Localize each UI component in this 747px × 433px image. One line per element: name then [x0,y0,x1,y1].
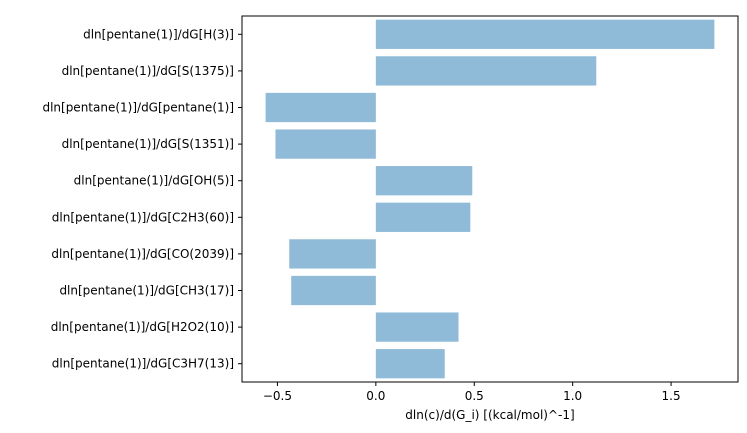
bar-3 [275,129,376,159]
x-tick-label-2: 0.5 [465,389,484,403]
y-tick-label-2: dln[pentane(1)]/dG[pentane(1)] [42,101,234,115]
bar-8 [375,312,459,342]
x-tick-label-1: 0.0 [366,389,385,403]
bar-6 [289,239,376,269]
y-tick-label-3: dln[pentane(1)]/dG[S(1351)] [62,137,234,151]
x-axis-label: dln(c)/d(G_i) [(kcal/mol)^-1] [405,408,574,422]
bars-group [265,19,715,379]
x-axis-ticks: −0.5 0.0 0.5 1.0 1.5 [263,382,681,403]
bar-2 [265,92,376,123]
bar-7 [291,275,376,306]
y-tick-label-0: dln[pentane(1)]/dG[H(3)] [83,27,234,41]
bar-5 [375,202,471,232]
y-tick-label-1: dln[pentane(1)]/dG[S(1375)] [62,64,234,78]
y-axis-ticks: dln[pentane(1)]/dG[H(3)] dln[pentane(1)]/… [42,27,242,371]
bar-9 [375,349,445,379]
bar-1 [375,56,597,86]
y-tick-label-8: dln[pentane(1)]/dG[H2O2(10)] [51,320,234,334]
y-tick-label-6: dln[pentane(1)]/dG[CO(2039)] [51,247,234,261]
plot-frame [241,15,739,383]
x-tick-label-0: −0.5 [263,389,292,403]
y-tick-label-4: dln[pentane(1)]/dG[OH(5)] [74,174,234,188]
y-tick-label-7: dln[pentane(1)]/dG[CH3(17)] [59,284,234,298]
bar-0 [375,19,715,49]
y-tick-label-9: dln[pentane(1)]/dG[C3H7(13)] [52,357,234,371]
bar-4 [375,166,473,196]
y-tick-label-5: dln[pentane(1)]/dG[C2H3(60)] [52,210,234,224]
x-tick-label-3: 1.0 [563,389,582,403]
x-tick-label-4: 1.5 [662,389,681,403]
